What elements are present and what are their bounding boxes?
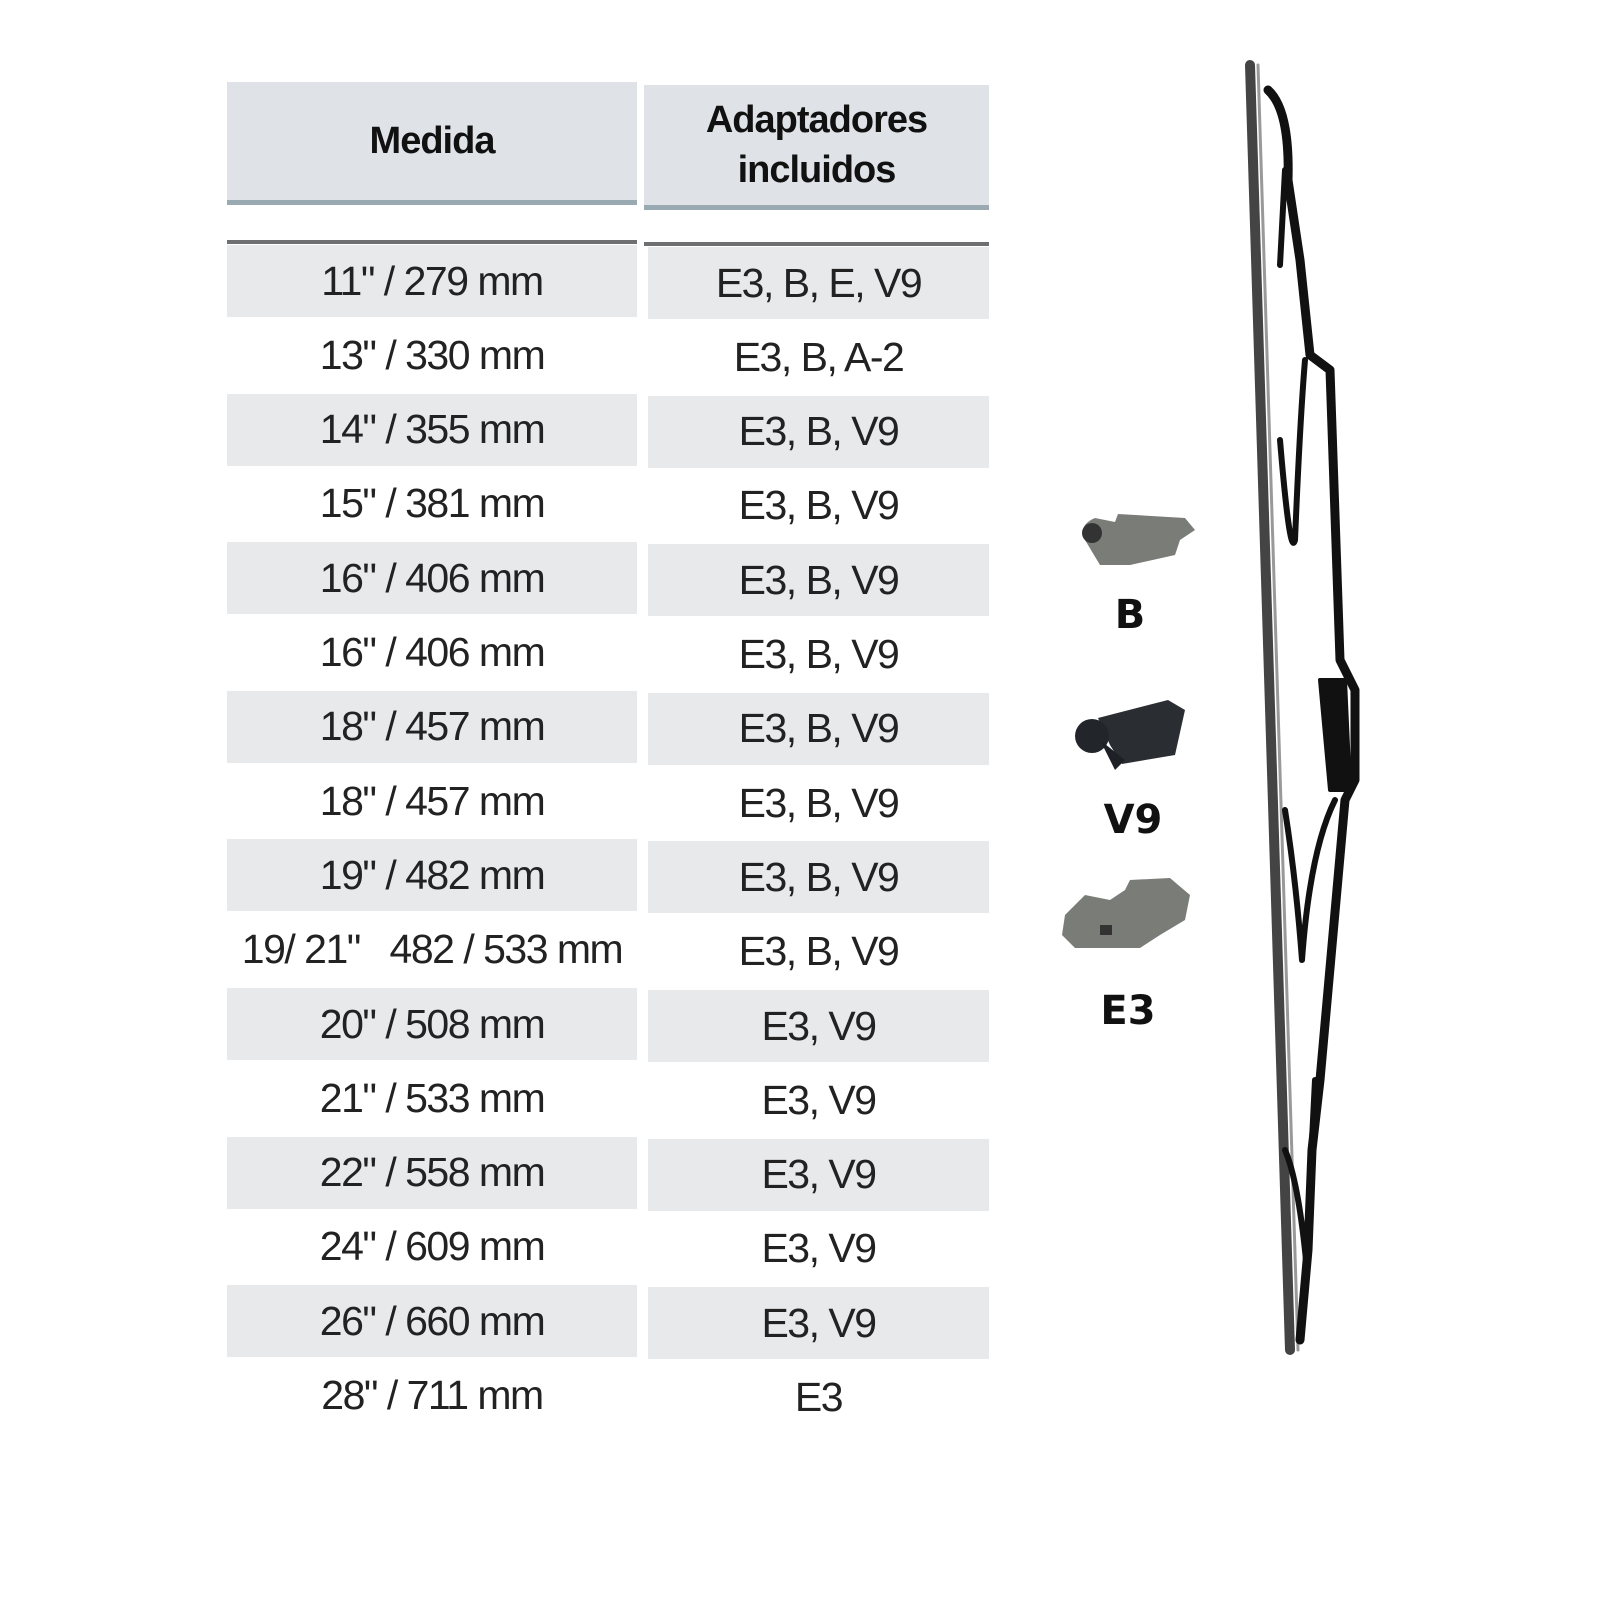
table-cell-size: 28" / 711 mm [321, 1372, 544, 1418]
table-cell-adapters: E3, V9 [648, 990, 989, 1062]
table-cell-adapters: E3, B, V9 [738, 928, 900, 975]
header-medida: Medida [227, 82, 637, 205]
table-cell-adapters: E3, V9 [648, 1287, 989, 1360]
table-cell-size: 18" / 457 mm [227, 690, 637, 763]
table-cell-adapters: E3, B, V9 [648, 395, 989, 468]
table-cell-adapters: E3, B, V9 [648, 544, 989, 617]
table-cell-adapters: E3, B, E, V9 [648, 247, 989, 319]
separator-left [227, 240, 637, 244]
table-cell-size: 13" / 330 mm [319, 331, 546, 378]
table-cell-adapters: E3, B, V9 [648, 841, 989, 914]
table-cell-adapters: E3, B, V9 [738, 482, 900, 529]
table-cell-size: 18" / 457 mm [319, 777, 546, 824]
table-cell-size: 21" / 533 mm [319, 1074, 546, 1121]
table-cell-adapters: E3, B, A-2 [733, 333, 905, 380]
table-cell-size: 15" / 381 mm [319, 480, 546, 527]
header-line-1: Adaptadores [705, 99, 928, 141]
table-cell-size: 22" / 558 mm [227, 1136, 637, 1209]
adapter-label-b: B [1114, 592, 1146, 638]
adapter-label-e3: E3 [1100, 988, 1156, 1034]
table-cell-size: 20" / 508 mm [227, 988, 637, 1060]
header-adaptadores-label: Adaptadores incluidos [705, 95, 928, 195]
table-cell-size: 19/ 21" 482 / 533 mm [241, 926, 624, 973]
adapter-b-image [1082, 514, 1195, 565]
table-cell-adapters: E3 [794, 1374, 844, 1420]
table-cell-size: 16" / 406 mm [319, 629, 546, 675]
table-cell-size: 16" / 406 mm [227, 542, 637, 615]
header-medida-label: Medida [369, 120, 496, 162]
table-cell-adapters: E3, B, V9 [648, 692, 989, 765]
table-cell-adapters: E3, B, V9 [738, 631, 900, 677]
wiper-blade-icon [1245, 60, 1360, 1355]
header-adaptadores: Adaptadores incluidos [644, 85, 989, 210]
adapter-label-v9: V9 [1103, 797, 1163, 843]
table-cell-size: 24" / 609 mm [319, 1223, 546, 1270]
table-cell-size: 11" / 279 mm [227, 245, 637, 317]
table-cell-adapters: E3, B, V9 [738, 779, 900, 826]
separator-right [644, 242, 989, 246]
adapter-v9-image [1075, 700, 1185, 770]
header-line-2: incluidos [737, 149, 897, 191]
table-cell-adapters: E3, V9 [761, 1225, 877, 1272]
table-cell-adapters: E3, V9 [761, 1076, 877, 1123]
table-cell-adapters: E3, V9 [648, 1138, 989, 1211]
table-cell-size: 14" / 355 mm [227, 393, 637, 466]
table-cell-size: 19" / 482 mm [227, 839, 637, 912]
table-cell-size: 26" / 660 mm [227, 1285, 637, 1358]
adapter-e3-image [1062, 878, 1190, 948]
